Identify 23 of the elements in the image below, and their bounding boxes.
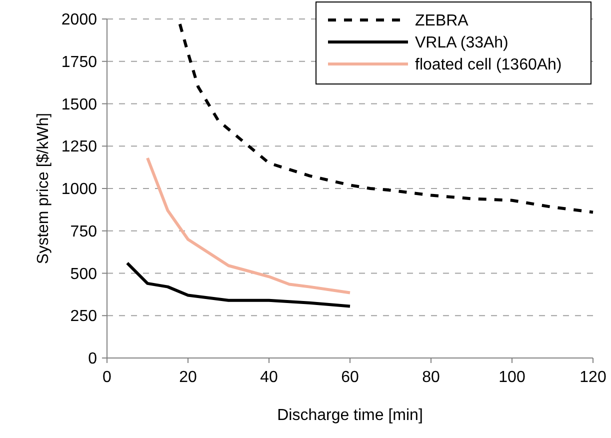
x-axis-title: Discharge time [min] xyxy=(277,407,423,424)
y-tick-label: 500 xyxy=(70,266,98,283)
x-tick-label: 100 xyxy=(498,369,526,386)
y-tick-label: 1000 xyxy=(61,181,98,198)
y-tick-label: 1500 xyxy=(61,96,98,114)
legend-label: floated cell (1360Ah) xyxy=(415,56,562,74)
y-tick-label: 1250 xyxy=(61,138,98,156)
legend-label: VRLA (33Ah) xyxy=(415,34,508,52)
y-axis-title: System price [$/kWh] xyxy=(35,112,52,264)
y-tick-label: 250 xyxy=(70,308,98,326)
y-tick-label: 1750 xyxy=(61,54,98,71)
x-tick-label: 120 xyxy=(580,369,606,386)
line-series xyxy=(146,156,352,294)
x-tick-label: 40 xyxy=(260,369,278,386)
y-tick-label: 0 xyxy=(88,350,98,368)
x-tick-label: 80 xyxy=(422,369,440,386)
y-tick-label: 2000 xyxy=(61,12,98,29)
y-tick-label: 750 xyxy=(70,223,98,240)
legend-label: ZEBRA xyxy=(415,12,469,30)
x-tick-label: 0 xyxy=(102,369,112,386)
line-series xyxy=(126,262,352,308)
x-tick-label: 60 xyxy=(341,369,359,386)
x-tick-label: 20 xyxy=(179,369,197,386)
